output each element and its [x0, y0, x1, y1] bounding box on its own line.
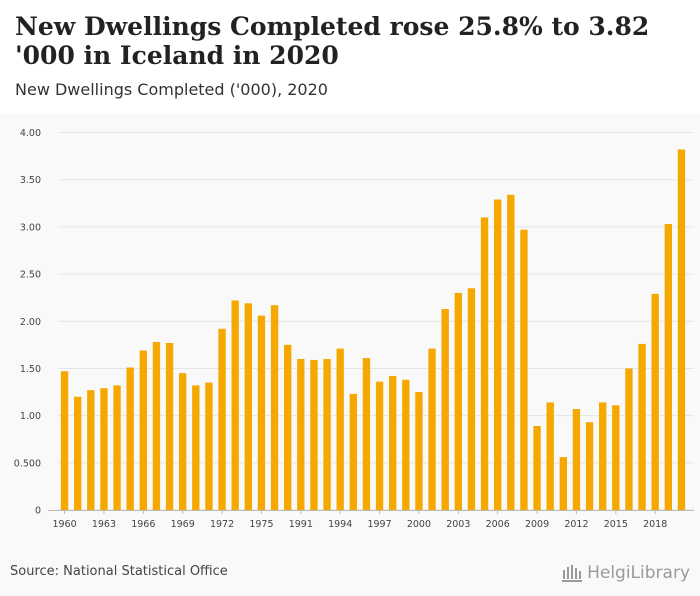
bar[interactable] — [60, 371, 69, 510]
x-tick-label: 1966 — [131, 519, 155, 530]
x-axis: 1960 1963 1966 1969 1972 1975 1991 1994 1997 2000… — [48, 510, 694, 530]
y-axis: 0 0.500 1.00 1.50 2.00 2.50 3.00 3.50 4.00 — [14, 128, 41, 517]
chart-area: 0 0.500 1.00 1.50 2.00 2.50 3.00 3.50 4.00 1960 1… — [0, 114, 700, 550]
bar[interactable] — [599, 402, 607, 510]
bar[interactable] — [546, 402, 554, 510]
bar[interactable] — [179, 373, 187, 510]
bar[interactable] — [231, 300, 239, 510]
x-tick-label: 1960 — [52, 519, 76, 530]
bar[interactable] — [559, 457, 567, 510]
x-tick-label: 2006 — [486, 519, 510, 530]
x-tick-label: 2009 — [525, 519, 549, 530]
bar[interactable] — [585, 422, 594, 510]
bar[interactable] — [336, 348, 344, 510]
bar[interactable] — [402, 379, 410, 510]
source-text: Source: National Statistical Office — [10, 564, 228, 579]
logo-text: HelgiLibrary — [587, 563, 690, 583]
bar[interactable] — [625, 368, 633, 510]
bar[interactable] — [441, 308, 449, 510]
bar[interactable] — [454, 292, 462, 510]
bar[interactable] — [664, 224, 672, 510]
bar[interactable] — [192, 385, 200, 510]
x-tick-label: 2018 — [643, 519, 667, 530]
bar[interactable] — [520, 229, 528, 511]
y-tick-label: 0 — [35, 506, 41, 517]
bar[interactable] — [323, 359, 331, 510]
bar[interactable] — [638, 343, 646, 510]
bar[interactable] — [218, 328, 226, 510]
bar[interactable] — [297, 359, 305, 510]
x-tick-label: 1972 — [210, 519, 234, 530]
bar[interactable] — [165, 342, 174, 510]
bar[interactable] — [152, 342, 161, 510]
header: New Dwellings Completed rose 25.8% to 3.… — [0, 0, 700, 114]
chart-subtitle: New Dwellings Completed ('000), 2020 — [15, 80, 328, 99]
bar[interactable] — [139, 350, 147, 510]
bar[interactable] — [389, 375, 397, 510]
y-tick-label: 1.50 — [20, 364, 41, 375]
x-tick-label: 1969 — [171, 519, 195, 530]
bar[interactable] — [480, 217, 489, 510]
footer: Source: National Statistical Office Helg… — [0, 550, 700, 596]
y-tick-label: 1.00 — [20, 411, 41, 422]
y-tick-label: 3.50 — [20, 175, 41, 186]
x-tick-label: 1975 — [249, 519, 273, 530]
y-tick-label: 0.500 — [14, 458, 41, 469]
y-tick-label: 2.00 — [20, 317, 41, 328]
x-tick-label: 2015 — [604, 519, 628, 530]
x-tick-label: 2000 — [407, 519, 431, 530]
bar[interactable] — [533, 426, 541, 510]
bar[interactable] — [74, 396, 82, 510]
bar[interactable] — [651, 293, 659, 510]
helgi-library-logo[interactable]: HelgiLibrary — [561, 560, 690, 586]
bar[interactable] — [257, 315, 266, 510]
bar[interactable] — [113, 385, 121, 510]
bar[interactable] — [87, 390, 95, 510]
y-tick-label: 3.00 — [20, 222, 41, 233]
bar[interactable] — [205, 382, 213, 510]
library-building-icon — [562, 565, 583, 582]
x-tick-label: 1997 — [367, 519, 391, 530]
bar[interactable] — [270, 305, 279, 510]
bar[interactable] — [349, 393, 357, 510]
y-tick-label: 2.50 — [20, 270, 41, 281]
bar[interactable] — [244, 303, 252, 510]
x-tick-label: 2003 — [446, 519, 470, 530]
bar[interactable] — [362, 358, 371, 510]
x-tick-label: 2012 — [564, 519, 588, 530]
bars — [60, 149, 686, 511]
bar[interactable] — [284, 344, 292, 510]
bar[interactable] — [572, 409, 581, 510]
y-tick-label: 4.00 — [20, 128, 41, 139]
bar[interactable] — [375, 381, 384, 510]
bar[interactable] — [467, 288, 476, 510]
x-tick-label: 1963 — [92, 519, 116, 530]
bar[interactable] — [677, 149, 686, 511]
chart-title: New Dwellings Completed rose 25.8% to 3.… — [15, 12, 650, 70]
x-tick-label: 1994 — [328, 519, 352, 530]
bar[interactable] — [126, 367, 134, 510]
grid-lines — [58, 132, 694, 511]
bar[interactable] — [612, 405, 620, 510]
bar[interactable] — [100, 388, 108, 510]
bar[interactable] — [507, 194, 515, 510]
bar[interactable] — [310, 359, 318, 510]
x-tick-label: 1991 — [289, 519, 313, 530]
bar[interactable] — [415, 392, 423, 510]
bar[interactable] — [494, 199, 502, 510]
bar[interactable] — [428, 348, 436, 510]
